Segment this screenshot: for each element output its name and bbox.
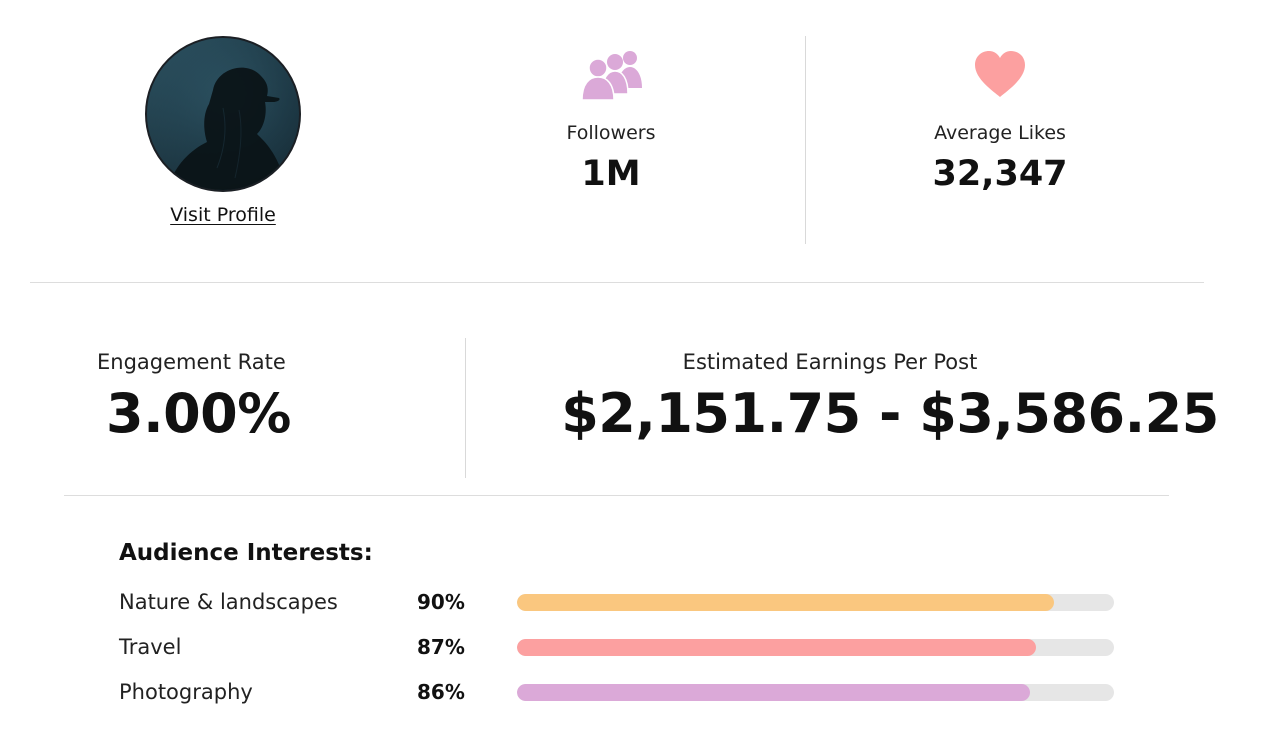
engagement-rate-label: Engagement Rate [97,350,286,374]
heart-icon [870,46,1130,102]
estimated-earnings-value: $2,151.75 - $3,586.25 [561,382,1219,445]
engagement-rate-value: 3.00% [106,382,291,445]
avatar[interactable] [145,36,301,192]
users-group-icon [481,46,741,102]
profile-block: Visit Profile [123,36,323,226]
divider [805,36,806,244]
visit-profile-link[interactable]: Visit Profile [170,204,276,226]
average-likes-stat: Average Likes 32,347 [870,46,1130,194]
followers-label: Followers [566,122,656,144]
interest-percent: 90% [417,590,465,614]
interest-row: Photography 86% [119,677,1119,707]
estimated-earnings-label: Estimated Earnings Per Post [682,350,978,374]
followers-stat: Followers 1M [481,46,741,194]
interest-name: Travel [119,635,182,659]
interest-bar-track [517,684,1114,701]
interest-bar-track [517,594,1114,611]
interest-percent: 86% [417,680,465,704]
avatar-silhouette-image [147,38,299,190]
audience-interests-title: Audience Interests: [119,540,373,566]
interest-bar-track [517,639,1114,656]
interest-percent: 87% [417,635,465,659]
engagement-rate-block: Engagement Rate 3.00% [97,350,427,445]
followers-value: 1M [581,154,641,194]
interest-row: Nature & landscapes 90% [119,587,1119,617]
average-likes-label: Average Likes [934,122,1066,144]
interest-bar-fill [517,684,1031,701]
average-likes-value: 32,347 [932,154,1068,194]
divider [465,338,466,478]
divider [64,495,1169,496]
interest-name: Photography [119,680,253,704]
interest-row: Travel 87% [119,632,1119,662]
interest-name: Nature & landscapes [119,590,338,614]
interest-bar-fill [517,639,1037,656]
estimated-earnings-block: Estimated Earnings Per Post $2,151.75 - … [560,350,1220,445]
interest-bar-fill [517,594,1055,611]
divider [30,282,1204,283]
